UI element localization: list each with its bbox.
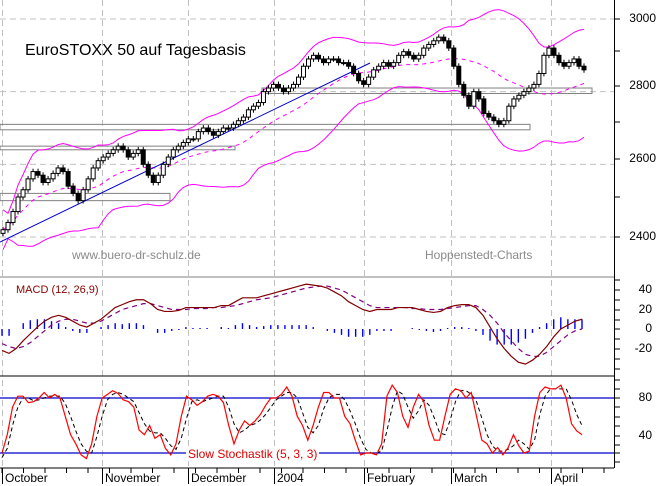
month-label-october: October bbox=[5, 471, 48, 485]
month-label-november: November bbox=[105, 471, 161, 485]
grid-lines bbox=[0, 0, 614, 468]
candlesticks bbox=[0, 34, 587, 237]
watermark-right: Hoppenstedt-Charts bbox=[425, 248, 533, 262]
macd-label: MACD (12, 26,9) bbox=[16, 284, 99, 296]
macd-tick-neg20: -20 bbox=[634, 341, 652, 355]
price-tick-2800: 2800 bbox=[629, 78, 656, 92]
price-tick-2400: 2400 bbox=[629, 229, 656, 243]
stoch-tick-80: 80 bbox=[638, 390, 652, 404]
chart-title: EuroSTOXX 50 auf Tagesbasis bbox=[25, 42, 246, 59]
macd-tick-20: 20 bbox=[638, 302, 652, 316]
month-label-2004: 2004 bbox=[277, 471, 304, 485]
bollinger-bands bbox=[2, 9, 585, 250]
watermark-left: www.buero-dr-schulz.de bbox=[72, 248, 201, 262]
price-tick-2600: 2600 bbox=[629, 151, 656, 165]
axis-ticks bbox=[1, 18, 620, 484]
month-label-february: February bbox=[367, 471, 416, 485]
price-panel bbox=[0, 9, 593, 250]
macd-panel bbox=[1, 283, 583, 365]
macd-tick-0: 0 bbox=[645, 321, 652, 335]
stochastic-label: Slow Stochastik (5, 3, 3) bbox=[186, 447, 320, 461]
month-label-december: December bbox=[191, 471, 247, 485]
macd-tick-40: 40 bbox=[638, 282, 652, 296]
stoch-tick-40: 40 bbox=[638, 428, 652, 442]
trend-line bbox=[0, 62, 371, 243]
month-label-april: April bbox=[554, 471, 579, 485]
price-tick-3000: 3000 bbox=[629, 11, 656, 25]
month-label-march: March bbox=[454, 471, 488, 485]
